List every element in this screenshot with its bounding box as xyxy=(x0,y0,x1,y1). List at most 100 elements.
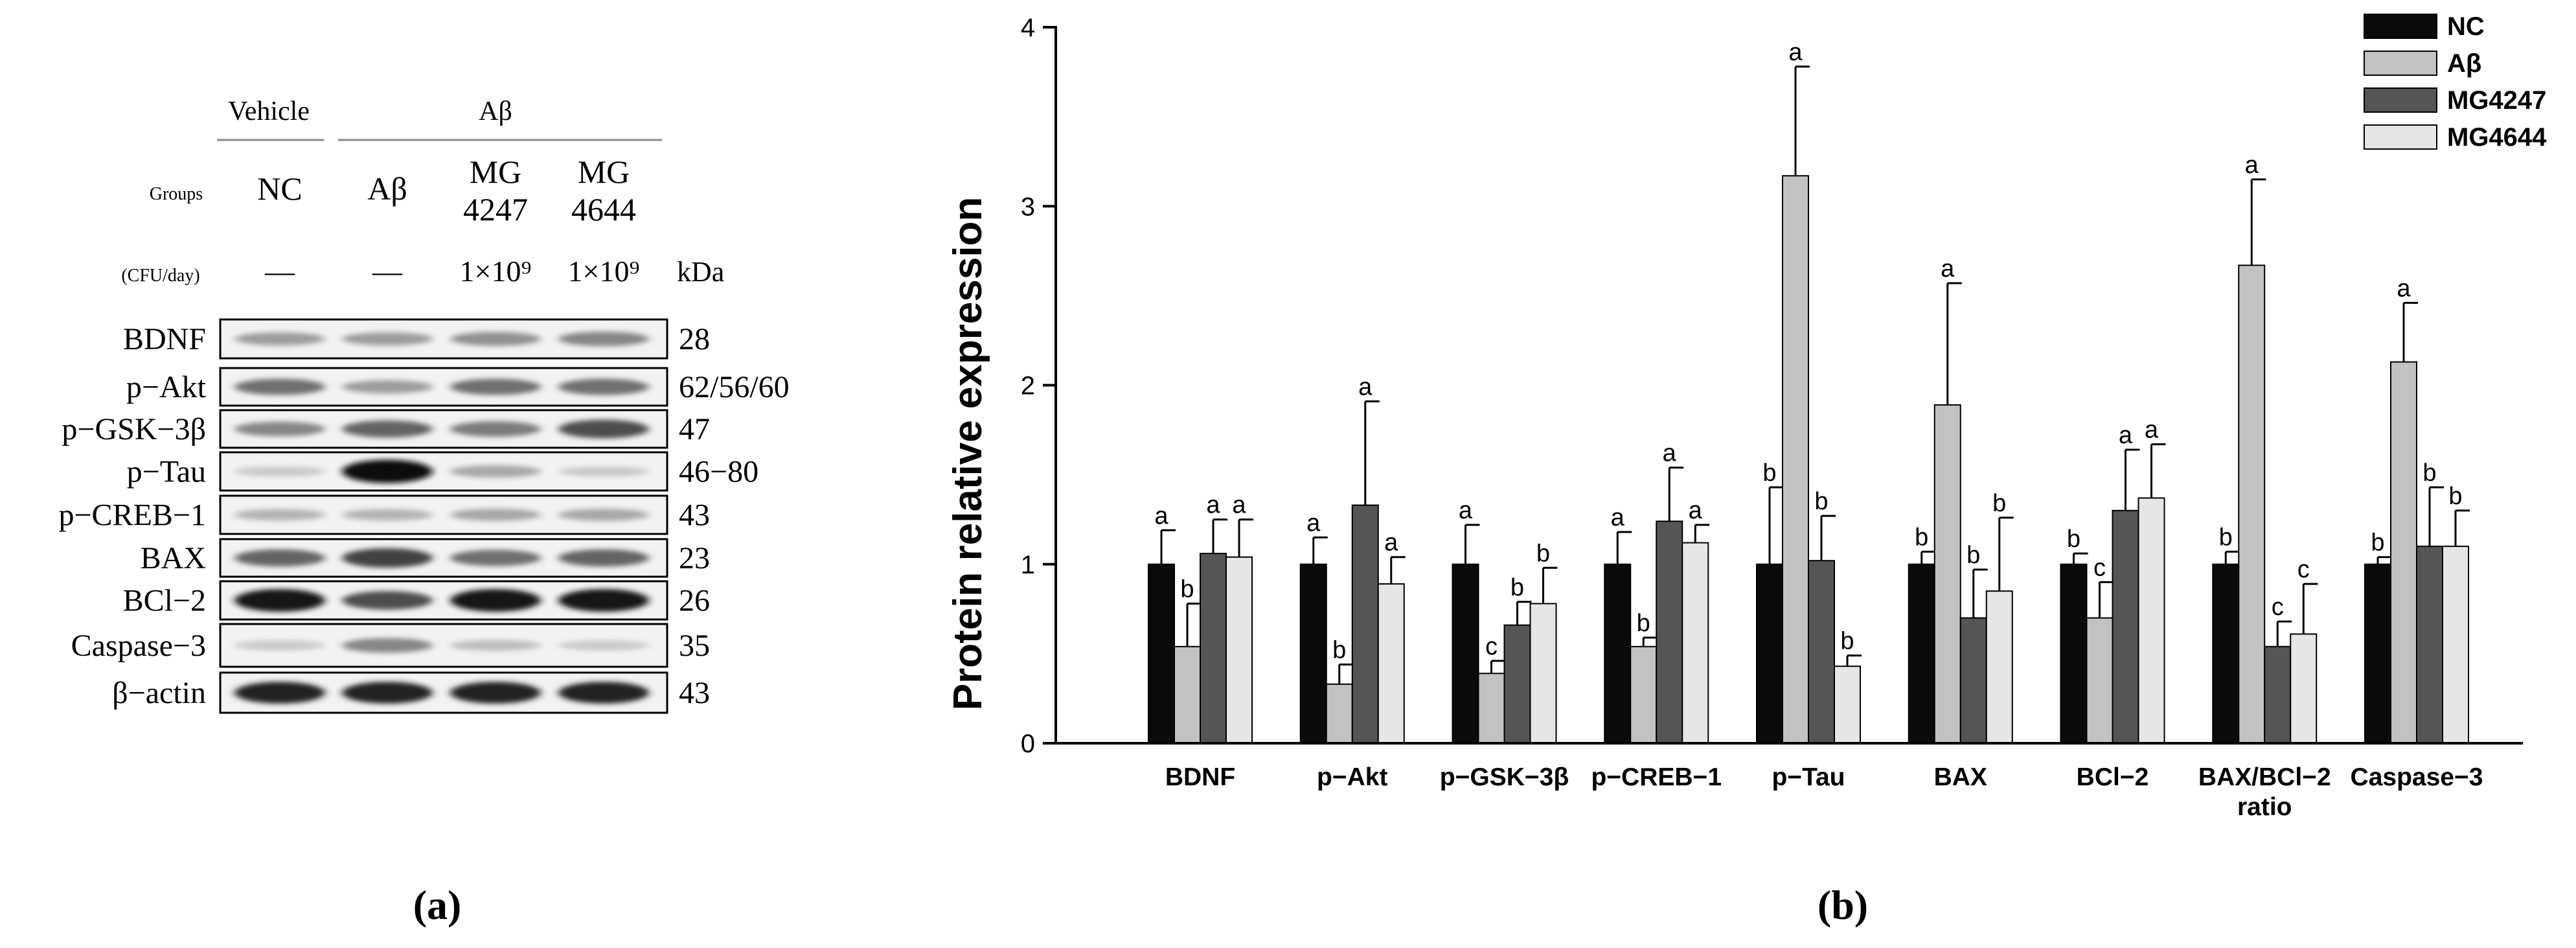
blot-row: p−CREB−1 43 xyxy=(58,494,710,535)
x-tick-label: p−Tau xyxy=(1772,763,1845,791)
vehicle-label: Vehicle xyxy=(228,97,310,126)
x-tick-label: Caspase−3 xyxy=(2351,763,2483,791)
kda-label: kDa xyxy=(677,256,724,288)
significance-letter: b xyxy=(1915,524,1928,551)
bar-mg4644 xyxy=(1834,665,1861,745)
blot-band xyxy=(450,589,541,612)
protein-kda: 43 xyxy=(679,676,710,710)
protein-name: p−Tau xyxy=(127,455,206,489)
blot-band xyxy=(558,508,649,522)
bar-mg4247 xyxy=(1351,504,1379,745)
bar-mg4644 xyxy=(2137,497,2165,744)
bar-mg4644 xyxy=(1681,542,1709,744)
blot-band xyxy=(234,332,325,346)
blot-band xyxy=(558,419,649,439)
x-tick-label-line: p−GSK−3β xyxy=(1440,763,1569,791)
significance-letter: b xyxy=(2422,459,2436,487)
blot-band xyxy=(558,466,649,477)
bar-mg4644 xyxy=(1529,603,1557,745)
legend-label: MG4247 xyxy=(2447,86,2546,115)
group-name-2: MG xyxy=(470,154,522,190)
group-name-line2-3: 4644 xyxy=(571,191,636,227)
significance-letter: b xyxy=(1332,636,1346,664)
group-dose-2: 1×10⁹ xyxy=(460,255,532,288)
panel-a-label: (a) xyxy=(413,882,462,928)
significance-letter: a xyxy=(1689,497,1703,524)
protein-kda: 47 xyxy=(679,412,710,446)
significance-letter: a xyxy=(1306,509,1321,537)
protein-kda: 23 xyxy=(679,541,710,575)
significance-letter: a xyxy=(2145,417,2159,444)
y-tick-label: 1 xyxy=(1021,551,1035,579)
x-tick-label-line: ratio xyxy=(2237,793,2292,821)
significance-letter: b xyxy=(1814,488,1828,515)
blot-band xyxy=(342,509,433,521)
protein-kda: 26 xyxy=(679,584,710,618)
significance-letter: a xyxy=(2119,422,2133,449)
blot-row: p−Tau 46−80 xyxy=(127,451,758,492)
blot-band xyxy=(450,421,541,437)
bar-nc xyxy=(2212,563,2240,744)
blot-rows: BDNF 28p−Akt 62/56/60p−GSK−3β 47p−Tau 46−80p… xyxy=(58,318,790,714)
blot-row: BCl−2 26 xyxy=(123,580,710,621)
x-tick-label-line: BCl−2 xyxy=(2077,763,2149,791)
blot-band xyxy=(234,509,325,521)
blot-band xyxy=(234,466,325,477)
bar-nc xyxy=(2060,563,2088,744)
bar-mg4247 xyxy=(2264,645,2292,745)
x-tick-label: BAX xyxy=(1934,763,1987,791)
bar-nc xyxy=(1908,563,1935,744)
legend-label: NC xyxy=(2447,12,2485,41)
protein-name: p−CREB−1 xyxy=(58,498,206,533)
blot-band xyxy=(342,332,433,346)
blot-band xyxy=(342,682,433,704)
chart-axes: 0 1 2 3 4 BDNF p−Akt p−GSK−3β p−CREB−1 p−Tau BAX BC… xyxy=(1021,14,2523,821)
significance-letter: b xyxy=(2067,526,2080,553)
bar-aβ xyxy=(1477,673,1505,744)
bar-aβ xyxy=(1630,645,1658,745)
group-dose-3: 1×10⁹ xyxy=(568,255,640,288)
x-tick-label-line: p−Akt xyxy=(1317,763,1387,791)
legend-swatch xyxy=(2364,14,2437,39)
significance-letter: b xyxy=(1510,574,1524,601)
significance-letter: a xyxy=(1206,492,1220,519)
blot-band xyxy=(558,682,649,704)
x-tick-label-line: BAX/BCl−2 xyxy=(2198,763,2331,791)
y-axis-label: Protein relative expression xyxy=(946,197,990,711)
bar-aβ xyxy=(1782,175,1809,745)
bar-nc xyxy=(2364,563,2391,744)
bar-mg4644 xyxy=(1377,583,1405,745)
protein-name: β−actin xyxy=(112,676,206,710)
x-tick-label-line: BDNF xyxy=(1165,763,1235,791)
protein-kda: 46−80 xyxy=(679,455,758,489)
groups-label: Groups xyxy=(150,184,203,204)
bar-nc xyxy=(1756,563,1783,744)
significance-letter: a xyxy=(1154,502,1168,529)
x-tick-label: p−GSK−3β xyxy=(1440,763,1569,791)
blot-row: BDNF 28 xyxy=(123,318,710,360)
bar-aβ xyxy=(1174,645,1201,745)
treatment-label: Aβ xyxy=(479,97,512,126)
significance-letter: b xyxy=(2448,483,2462,510)
significance-letter: a xyxy=(1459,497,1473,524)
blot-band xyxy=(234,682,325,704)
blot-band xyxy=(342,380,433,394)
blot-band xyxy=(558,589,649,612)
significance-letter: a xyxy=(1941,255,1955,283)
significance-letter: c xyxy=(2093,554,2106,581)
blot-row: Caspase−3 35 xyxy=(71,623,710,668)
significance-letter: a xyxy=(2397,275,2411,302)
blot-band xyxy=(234,589,325,612)
protein-name: BDNF xyxy=(123,322,206,356)
blot-band xyxy=(234,378,325,395)
group-name-0: NC xyxy=(257,170,302,207)
bar-nc xyxy=(1452,563,1479,744)
bar-mg4644 xyxy=(2442,546,2469,744)
significance-letter: b xyxy=(1762,459,1776,487)
bar-mg4644 xyxy=(1985,590,2013,744)
group-name-line2-2: 4247 xyxy=(463,191,528,227)
bar-mg4247 xyxy=(1959,617,1987,744)
legend-swatch xyxy=(2364,87,2437,113)
